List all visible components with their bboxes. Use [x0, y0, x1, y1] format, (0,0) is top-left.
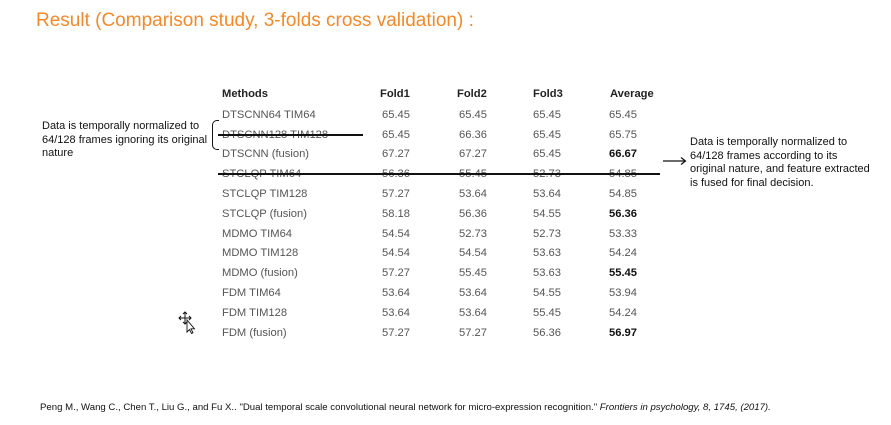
- cell-fold1: 57.27: [382, 188, 410, 201]
- cell-fold2: 56.36: [459, 207, 487, 220]
- cell-method: STCLQP TIM128: [222, 188, 308, 201]
- cell-fold1: 57.27: [382, 326, 410, 339]
- header-fold3: Fold3: [533, 87, 563, 100]
- cell-average: 55.45: [609, 267, 637, 280]
- cell-method: FDM TIM128: [222, 306, 288, 319]
- cell-method: MDMO TIM64: [222, 227, 293, 240]
- header-fold2: Fold2: [457, 87, 487, 100]
- cell-fold3: 52.73: [533, 227, 561, 240]
- cell-fold2: 67.27: [459, 148, 487, 161]
- cell-method: FDM TIM64: [222, 287, 281, 300]
- cell-fold2: 54.54: [459, 247, 487, 260]
- cell-average: 56.97: [609, 326, 637, 339]
- header-methods: Methods: [222, 87, 268, 100]
- cell-fold1: 65.45: [382, 108, 410, 121]
- cell-fold3: 65.45: [533, 148, 561, 161]
- cell-method: MDMO TIM128: [222, 247, 299, 260]
- cell-fold3: 53.64: [533, 188, 561, 201]
- cell-average: 53.33: [609, 227, 637, 240]
- cell-fold1: 53.64: [382, 306, 410, 319]
- cell-average: 54.24: [609, 247, 637, 260]
- cell-method: DTSCNN64 TIM64: [222, 108, 316, 121]
- cell-fold2: 66.36: [459, 128, 487, 141]
- cell-fold2: 53.64: [459, 188, 487, 201]
- citation: Peng M., Wang C., Chen T., Liu G., and F…: [40, 402, 771, 413]
- citation-authors: Peng M., Wang C., Chen T., Liu G., and F…: [40, 402, 240, 413]
- cell-average: 54.24: [609, 306, 637, 319]
- cell-method: FDM (fusion): [222, 326, 287, 339]
- left-bracket: [212, 120, 219, 150]
- cell-fold2: 52.73: [459, 227, 487, 240]
- cell-fold1: 57.27: [382, 267, 410, 280]
- cell-method: MDMO (fusion): [222, 267, 298, 280]
- cell-fold2: 57.27: [459, 326, 487, 339]
- cell-average: 54.85: [609, 188, 637, 201]
- cell-fold3: 54.55: [533, 207, 561, 220]
- cell-fold1: 65.45: [382, 128, 410, 141]
- cell-fold2: 65.45: [459, 108, 487, 121]
- cell-fold2: 53.64: [459, 287, 487, 300]
- cell-fold3: 53.63: [533, 267, 561, 280]
- cell-fold3: 65.45: [533, 128, 561, 141]
- slide-title: Result (Comparison study, 3-folds cross …: [36, 10, 474, 31]
- move-cursor-icon: [178, 311, 196, 334]
- cell-fold3: 55.45: [533, 306, 561, 319]
- header-average: Average: [610, 87, 654, 100]
- note-left: Data is temporally normalized to 64/128 …: [42, 120, 208, 159]
- cell-fold1: 54.54: [382, 227, 410, 240]
- cell-fold1: 67.27: [382, 148, 410, 161]
- cell-fold3: 65.45: [533, 108, 561, 121]
- header-fold1: Fold1: [380, 87, 410, 100]
- citation-journal: Frontiers in psychology, 8, 1745, (2017)…: [599, 402, 771, 413]
- cell-method: STCLQP (fusion): [222, 207, 307, 220]
- cell-fold1: 54.54: [382, 247, 410, 260]
- group-line-bottom: [218, 173, 660, 175]
- cell-average: 65.75: [609, 128, 637, 141]
- cell-fold3: 53.63: [533, 247, 561, 260]
- cell-fold2: 55.45: [459, 267, 487, 280]
- arrow-right-icon: [663, 157, 687, 165]
- cell-fold3: 54.55: [533, 287, 561, 300]
- cell-fold3: 56.36: [533, 326, 561, 339]
- cell-fold1: 53.64: [382, 287, 410, 300]
- cell-average: 66.67: [609, 148, 637, 161]
- cell-fold1: 58.18: [382, 207, 410, 220]
- cell-average: 65.45: [609, 108, 637, 121]
- note-right: Data is temporally normalized to 64/128 …: [690, 136, 870, 189]
- cell-method: DTSCNN (fusion): [222, 148, 310, 161]
- cell-average: 56.36: [609, 207, 637, 220]
- cell-average: 53.94: [609, 287, 637, 300]
- cell-fold2: 53.64: [459, 306, 487, 319]
- group-line-top: [218, 134, 363, 136]
- citation-title: "Dual temporal scale convolutional neura…: [239, 402, 600, 413]
